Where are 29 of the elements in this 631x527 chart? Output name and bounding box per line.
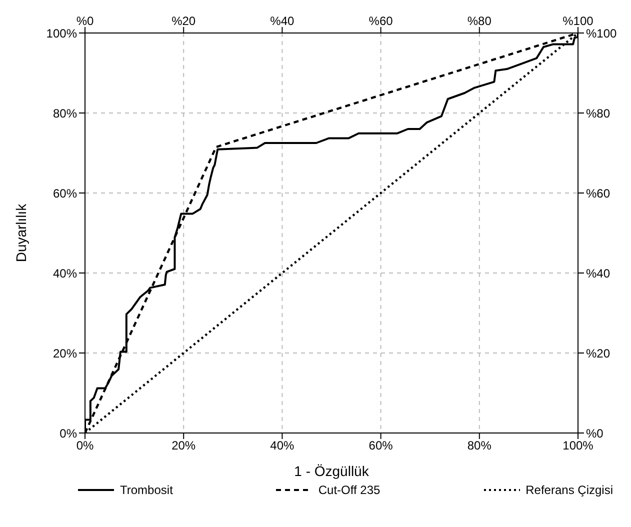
y2-tick-label: %0 <box>586 426 604 440</box>
x2-tick-label: %80 <box>467 14 492 28</box>
y-tick-label: 60% <box>52 186 78 200</box>
x2-tick-label: %60 <box>368 14 394 28</box>
x2-tick-label: %20 <box>172 14 196 28</box>
y-axis-title: Duyarlılık <box>12 202 29 262</box>
y-tick-label: 0% <box>60 426 78 440</box>
x-tick-label: 80% <box>467 438 492 453</box>
y2-tick-label: %20 <box>586 346 610 360</box>
x2-tick-label: %100 <box>562 14 594 28</box>
legend-label: Cut-Off 235 <box>318 483 380 497</box>
y2-tick-label: %100 <box>586 26 618 40</box>
x-tick-label: 60% <box>368 438 394 453</box>
y-tick-label: 20% <box>52 346 78 360</box>
y2-tick-label: %80 <box>586 106 610 120</box>
x-tick-label: 40% <box>270 438 295 453</box>
x2-tick-label: %0 <box>76 14 94 28</box>
legend-label: Referans Çizgisi <box>526 483 613 497</box>
x2-tick-label: %40 <box>270 14 295 28</box>
y2-tick-label: %40 <box>586 266 610 280</box>
x-tick-label: 100% <box>562 438 594 453</box>
legend-label: Trombosit <box>120 483 173 497</box>
y-tick-label: 100% <box>46 26 78 40</box>
y-tick-label: 80% <box>52 106 78 120</box>
x-tick-label: 20% <box>172 438 196 453</box>
y2-tick-label: %60 <box>586 186 610 200</box>
x-tick-label: 0% <box>76 438 94 453</box>
x-axis-title: 1 - Özgüllük <box>294 463 370 479</box>
y-tick-label: 40% <box>52 266 78 280</box>
